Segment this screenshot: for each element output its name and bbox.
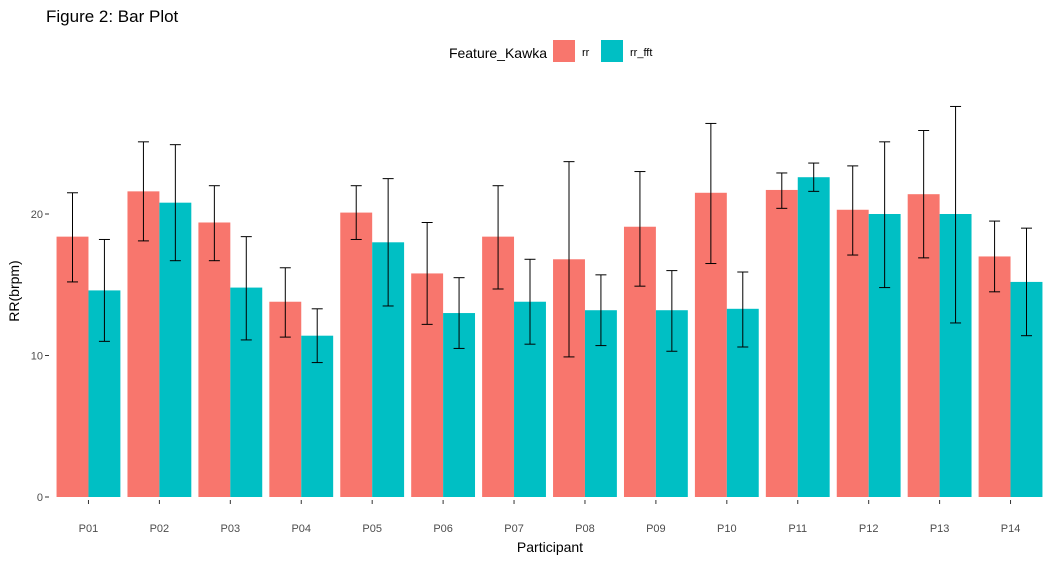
x-tick-label: P06 xyxy=(433,523,453,535)
x-tick-label: P09 xyxy=(646,523,666,535)
error-bar-rr-fft-p07 xyxy=(524,258,536,345)
legend-label-rr: rr xyxy=(582,47,590,59)
bar-rr-fft-p11 xyxy=(797,177,830,497)
error-bar-rr-p02 xyxy=(137,141,149,242)
x-tick-label: P01 xyxy=(79,523,99,535)
error-bar-rr-p13 xyxy=(918,130,930,259)
error-bar-rr-p14 xyxy=(989,220,1001,293)
y-tick-label: 20 xyxy=(31,209,43,221)
error-bar-rr-p07 xyxy=(492,185,504,290)
error-bar-rr-fft-p02 xyxy=(169,144,181,262)
bar-rr-p02 xyxy=(127,191,160,498)
error-bar-rr-fft-p11 xyxy=(808,162,820,192)
error-bar-rr-p10 xyxy=(705,122,717,265)
y-tick-label: 0 xyxy=(37,492,43,504)
error-bar-rr-fft-p03 xyxy=(240,236,252,341)
bar-rr-p03 xyxy=(198,222,231,498)
x-axis-title: Participant xyxy=(517,539,583,555)
error-bar-rr-fft-p04 xyxy=(311,308,323,364)
error-bar-rr-p09 xyxy=(634,171,646,287)
y-axis-title: RR(brpm) xyxy=(6,260,22,321)
legend-key-rr xyxy=(553,40,575,62)
error-bar-rr-fft-p06 xyxy=(453,277,465,349)
error-bar-rr-p01 xyxy=(67,192,79,283)
x-tick-label: P04 xyxy=(291,523,311,535)
bar-rr-p11 xyxy=(765,189,798,497)
error-bar-rr-fft-p01 xyxy=(98,238,110,342)
error-bar-rr-p03 xyxy=(208,185,220,262)
error-bar-rr-p11 xyxy=(776,172,788,209)
error-bar-rr-fft-p14 xyxy=(1020,227,1032,337)
chart-title: Figure 2: Bar Plot xyxy=(46,7,179,26)
y-axis-ticks: 0 10 20 xyxy=(31,209,49,504)
error-bar-rr-fft-p12 xyxy=(879,141,891,289)
x-tick-label: P14 xyxy=(1001,523,1021,535)
x-tick-label: P12 xyxy=(859,523,879,535)
legend-label-rr-fft: rr_fft xyxy=(630,47,652,59)
x-tick-label: P11 xyxy=(788,523,807,535)
error-bar-rr-p04 xyxy=(279,267,291,338)
error-bar-rr-fft-p09 xyxy=(666,270,678,352)
x-tick-label: P10 xyxy=(717,523,737,535)
bar-rr-p12 xyxy=(836,209,869,497)
x-tick-label: P02 xyxy=(150,523,170,535)
error-bar-rr-p12 xyxy=(847,165,859,256)
error-bar-rr-fft-p13 xyxy=(950,105,962,324)
error-bar-rr-fft-p08 xyxy=(595,274,607,347)
error-bar-rr-fft-p05 xyxy=(382,178,394,307)
plot-area xyxy=(56,105,1043,498)
bar-rr-p05 xyxy=(340,212,373,497)
legend: Feature_Kawka rr rr_fft xyxy=(449,40,652,62)
bar-rr-p14 xyxy=(978,256,1011,497)
x-tick-label: P07 xyxy=(504,523,524,535)
y-tick-label: 10 xyxy=(31,351,43,363)
legend-title: Feature_Kawka xyxy=(449,45,547,61)
x-tick-label: P03 xyxy=(221,523,241,535)
x-tick-label: P13 xyxy=(930,523,950,535)
error-bar-rr-p06 xyxy=(421,221,433,325)
x-tick-label: P08 xyxy=(575,523,595,535)
error-bar-rr-p08 xyxy=(563,161,575,358)
error-bar-rr-p05 xyxy=(350,185,362,240)
x-axis-ticks: P01 P02 P03 P04 P05 P06 P07 P08 P09 P10 P11 P12 P13 P… xyxy=(79,500,1021,535)
error-bar-rr-fft-p10 xyxy=(737,271,749,348)
x-tick-label: P05 xyxy=(362,523,382,535)
legend-key-rr-fft xyxy=(601,40,623,62)
